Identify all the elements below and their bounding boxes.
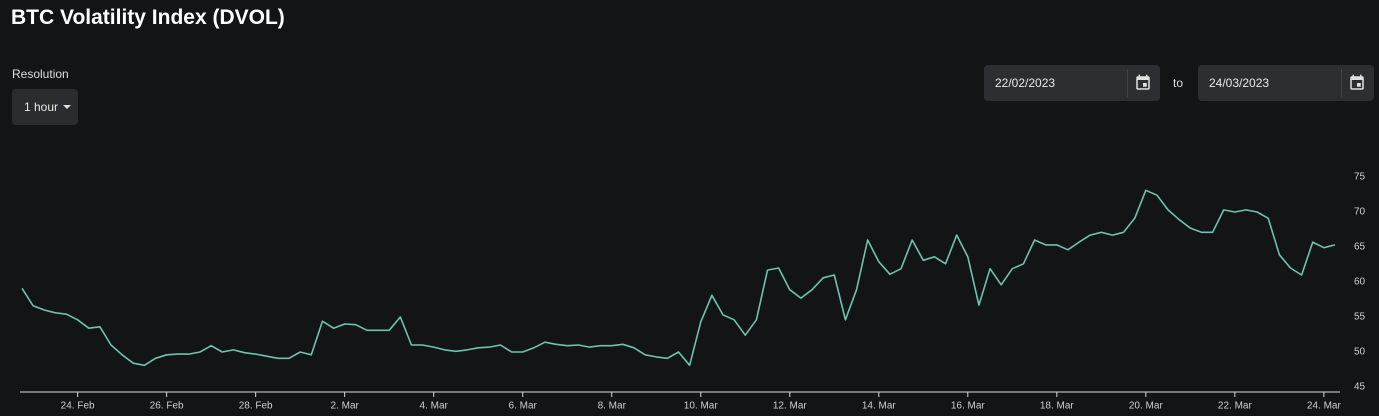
y-tick-label: 45 bbox=[1354, 382, 1366, 393]
x-tick-label: 12. Mar bbox=[773, 401, 808, 412]
x-tick-label: 20. Mar bbox=[1129, 401, 1164, 412]
date-to-input[interactable]: 24/03/2023 bbox=[1198, 65, 1374, 101]
date-to: 24/03/2023 bbox=[1209, 76, 1270, 90]
calendar-icon[interactable] bbox=[1348, 74, 1366, 92]
x-tick-label: 24. Mar bbox=[1307, 401, 1342, 412]
separator bbox=[1341, 69, 1342, 97]
x-tick-label: 28. Feb bbox=[239, 401, 273, 412]
to-label: to bbox=[1173, 76, 1184, 90]
x-tick-label: 14. Mar bbox=[862, 401, 897, 412]
caret-icon bbox=[63, 105, 72, 109]
y-tick-label: 55 bbox=[1354, 312, 1366, 323]
x-tick-label: 16. Mar bbox=[951, 401, 986, 412]
x-tick-label: 6. Mar bbox=[509, 401, 538, 412]
x-tick-label: 4. Mar bbox=[420, 401, 449, 412]
x-tick-label: 8. Mar bbox=[598, 401, 627, 412]
y-tick-label: 75 bbox=[1354, 172, 1366, 183]
calendar-icon[interactable] bbox=[1134, 74, 1152, 92]
date-from-input[interactable]: 22/02/2023 bbox=[984, 65, 1160, 101]
separator bbox=[1127, 69, 1128, 97]
resolution-value: 1 hour bbox=[24, 100, 59, 114]
y-tick-label: 65 bbox=[1354, 242, 1366, 253]
x-tick-label: 26. Feb bbox=[150, 401, 184, 412]
x-tick-label: 2. Mar bbox=[331, 401, 360, 412]
page-title: BTC Volatility Index (DVOL) bbox=[11, 6, 285, 29]
line bbox=[21, 189, 1336, 367]
date-from: 22/02/2023 bbox=[995, 76, 1056, 90]
x-tick-label: 22. Mar bbox=[1218, 401, 1253, 412]
x-tick-label: 10. Mar bbox=[684, 401, 719, 412]
x-tick-label: 18. Mar bbox=[1040, 401, 1075, 412]
resolution-dropdown[interactable]: 1 hour bbox=[12, 89, 78, 125]
y-tick-label: 70 bbox=[1354, 207, 1366, 218]
resolution-label: Resolution bbox=[12, 67, 69, 81]
x-tick-label: 24. Feb bbox=[61, 401, 95, 412]
y-tick-label: 60 bbox=[1354, 277, 1366, 288]
y-tick-label: 50 bbox=[1354, 347, 1366, 358]
